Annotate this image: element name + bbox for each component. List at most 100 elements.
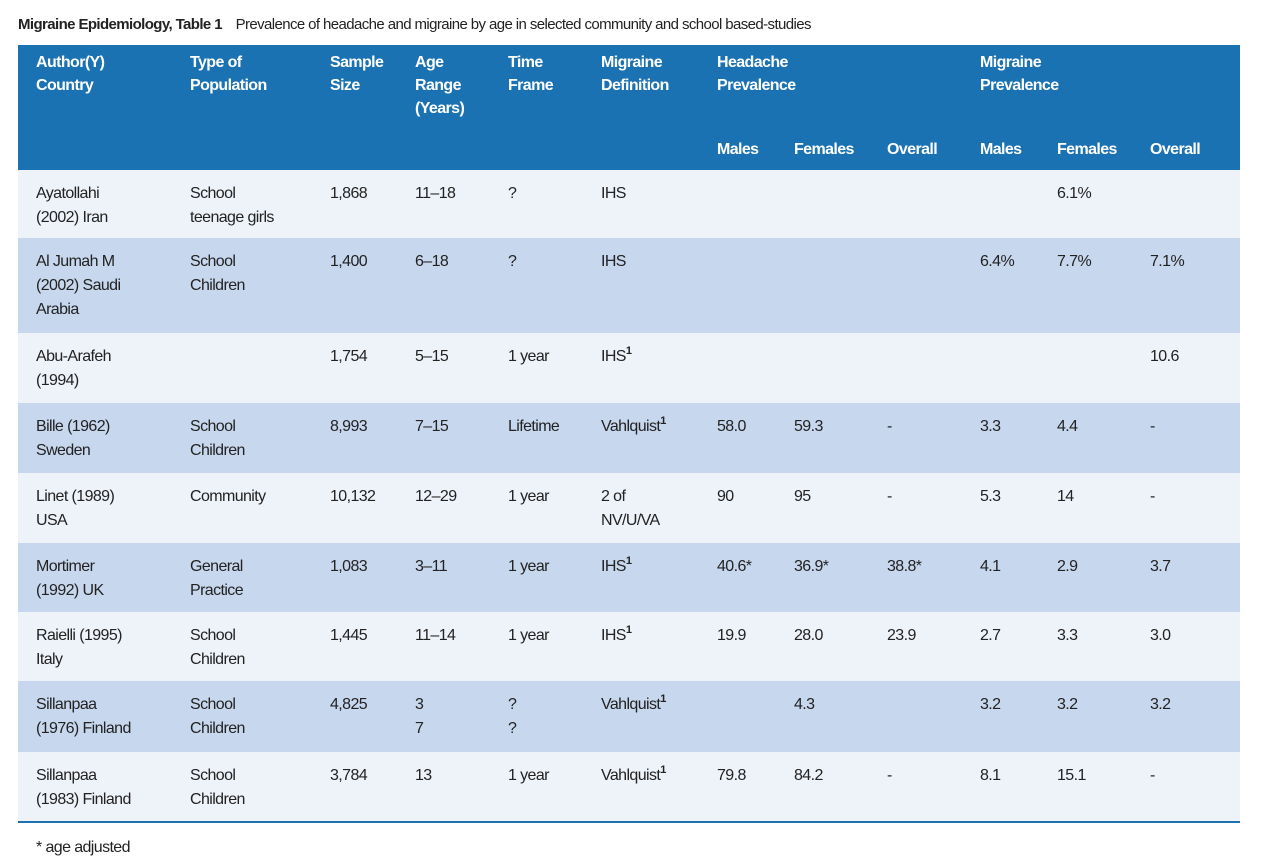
cell-text: 3.2 <box>1057 696 1078 713</box>
cell-text: Mortimer <box>36 558 95 575</box>
table-title: Migraine Epidemiology, Table 1 Prevalenc… <box>18 13 811 37</box>
cell-text: 19.9 <box>717 627 746 644</box>
cell-text: 6.1% <box>1057 185 1092 202</box>
cell-text: Arabia <box>36 301 79 318</box>
column-header: Frame <box>508 77 554 94</box>
cell-text: Children <box>190 651 245 668</box>
cell-text: Vahlquist1 <box>601 764 666 785</box>
cell-text: IHS1 <box>601 555 632 576</box>
cell-text: 90 <box>717 488 734 505</box>
subcolumn-header: Males <box>717 141 759 158</box>
cell-text: 23.9 <box>887 627 916 644</box>
footnote-mark: 1 <box>660 693 666 705</box>
row-background <box>18 333 1240 403</box>
cell-text: Practice <box>190 582 244 599</box>
cell-text: Ayatollahi <box>36 185 100 202</box>
cell-text: 1,083 <box>330 558 368 575</box>
cell-text: Children <box>190 791 245 808</box>
row-background <box>18 681 1240 752</box>
cell-text: 3 <box>415 696 424 713</box>
cell-text: - <box>887 488 892 505</box>
cell-text: 1 year <box>508 767 549 784</box>
cell-text: 1,868 <box>330 185 368 202</box>
cell-text: 10,132 <box>330 488 376 505</box>
cell-text: - <box>1150 418 1155 435</box>
row-background <box>18 612 1240 681</box>
cell-text: Sweden <box>36 442 91 459</box>
cell-text: 5–15 <box>415 348 449 365</box>
cell-text: (1983) Finland <box>36 791 131 808</box>
cell-text: - <box>887 767 892 784</box>
cell-text: 15.1 <box>1057 767 1086 784</box>
cell-text: (1994) <box>36 372 79 389</box>
cell-text: 7 <box>415 720 424 737</box>
cell-text: IHS1 <box>601 624 632 645</box>
cell-text: 4.4 <box>1057 418 1078 435</box>
cell-text: 1 year <box>508 488 549 505</box>
cell-text: Community <box>190 488 266 505</box>
cell-text: School <box>190 696 236 713</box>
footnote-mark: 1 <box>625 345 632 357</box>
cell-text: teenage girls <box>190 209 274 226</box>
group-header: Migraine <box>980 54 1042 71</box>
cell-text: 1,754 <box>330 348 368 365</box>
cell-text: 3,784 <box>330 767 368 784</box>
cell-text: Vahlquist1 <box>601 693 666 714</box>
cell-text: 28.0 <box>794 627 823 644</box>
cell-text: ? <box>508 185 517 202</box>
cell-text: Vahlquist1 <box>601 415 666 436</box>
row-background <box>18 170 1240 238</box>
column-header: Time <box>508 54 543 71</box>
cell-text: (2002) Saudi <box>36 277 121 294</box>
cell-text: 79.8 <box>717 767 746 784</box>
cell-text: Children <box>190 720 245 737</box>
cell-text: ? <box>508 696 517 713</box>
subcolumn-header: Females <box>794 141 854 158</box>
cell-text: 3.7 <box>1150 558 1171 575</box>
cell-text: School <box>190 767 236 784</box>
column-header: (Years) <box>415 100 465 117</box>
cell-text: IHS1 <box>601 345 632 366</box>
subcolumn-header: Overall <box>887 141 938 158</box>
cell-text: 2 of <box>601 488 626 505</box>
cell-text: 8.1 <box>980 767 1001 784</box>
cell-text: 3.2 <box>980 696 1001 713</box>
cell-text: (1992) UK <box>36 582 104 599</box>
header-background <box>18 45 1240 170</box>
cell-text: 7–15 <box>415 418 449 435</box>
cell-text: 1 year <box>508 348 549 365</box>
cell-text: 40.6* <box>717 558 752 575</box>
cell-text: 1 year <box>508 558 549 575</box>
cell-text: School <box>190 185 236 202</box>
cell-text: 6–18 <box>415 253 449 270</box>
cell-text: (2002) Iran <box>36 209 108 226</box>
cell-text: 6.4% <box>980 253 1015 270</box>
cell-text: Children <box>190 442 245 459</box>
cell-text: (1976) Finland <box>36 720 131 737</box>
cell-text: - <box>887 418 892 435</box>
cell-text: 10.6 <box>1150 348 1179 365</box>
cell-text: 13 <box>415 767 432 784</box>
cell-text: 84.2 <box>794 767 823 784</box>
table-caption: Prevalence of headache and migraine by a… <box>235 16 812 33</box>
cell-text: 1 year <box>508 627 549 644</box>
row-background <box>18 543 1240 612</box>
cell-text: 1,445 <box>330 627 368 644</box>
cell-text: Linet (1989) <box>36 488 115 505</box>
cell-text: 59.3 <box>794 418 823 435</box>
cell-text: 12–29 <box>415 488 457 505</box>
footnote-mark: 1 <box>625 555 632 567</box>
cell-text: Lifetime <box>508 418 560 435</box>
cell-text: 95 <box>794 488 811 505</box>
cell-text: 11–14 <box>415 627 456 644</box>
cell-text: NV/U/VA <box>601 512 660 529</box>
column-header: Sample <box>330 54 384 71</box>
column-header: Author(Y) <box>36 54 105 71</box>
cell-text: 3.3 <box>980 418 1001 435</box>
cell-text: IHS <box>601 185 626 202</box>
cell-text: ? <box>508 253 517 270</box>
subcolumn-header: Overall <box>1150 141 1201 158</box>
row-background <box>18 752 1240 821</box>
cell-text: - <box>1150 488 1155 505</box>
